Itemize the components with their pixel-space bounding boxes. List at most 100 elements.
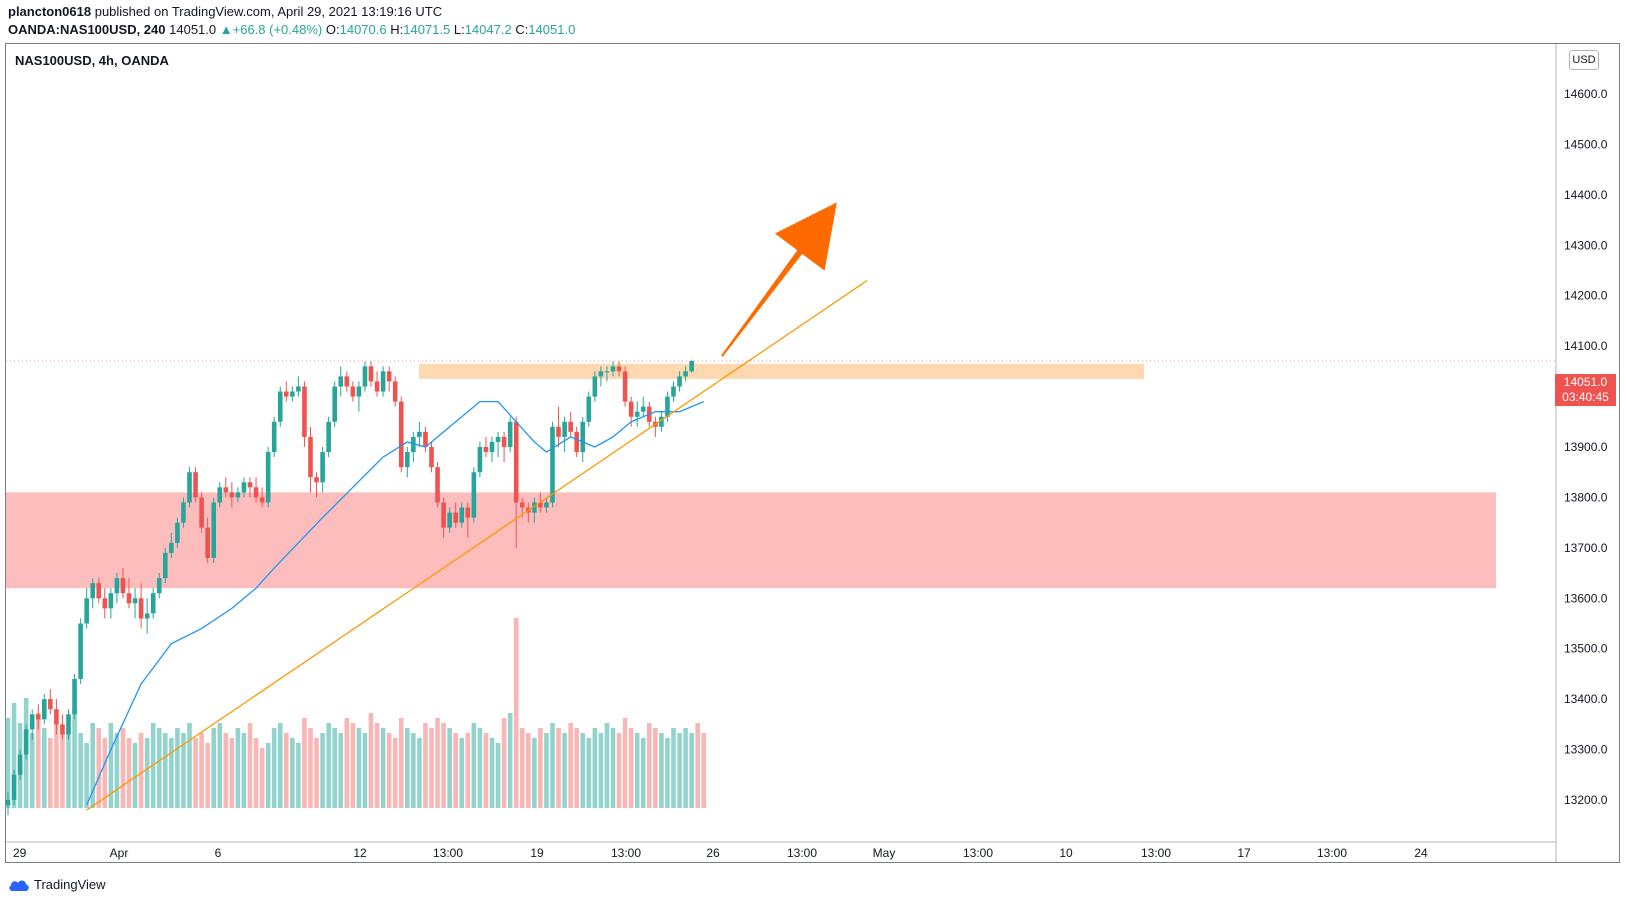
candle-body <box>5 800 11 806</box>
volume-bar <box>459 738 465 808</box>
volume-bar <box>538 728 543 808</box>
candle-body <box>368 366 374 382</box>
candle-body <box>48 699 53 710</box>
candle-body <box>42 699 47 720</box>
candle-body <box>435 467 440 503</box>
volume-bar <box>501 718 507 808</box>
candle-body <box>350 386 356 397</box>
volume-bar <box>610 728 616 808</box>
volume-bar <box>550 723 555 808</box>
candle-body <box>544 502 549 508</box>
candle-body <box>556 426 561 437</box>
candle-body <box>108 593 114 609</box>
candle-body <box>169 542 174 553</box>
volume-bar <box>302 718 307 808</box>
volume-bar <box>169 738 174 808</box>
volume-bar <box>362 733 368 808</box>
volume-bar <box>217 723 223 808</box>
footer-brand[interactable]: TradingView <box>8 877 106 892</box>
x-tick-label: 17 <box>1237 846 1251 860</box>
volume-bar <box>60 733 65 808</box>
candle-body <box>290 391 295 397</box>
volume-bar <box>308 728 313 808</box>
candle-body <box>271 421 277 453</box>
y-tick-label: 13900.0 <box>1564 440 1608 454</box>
candle-body <box>592 376 598 397</box>
price-change: +66.8 (+0.48%) <box>232 22 323 37</box>
trend-line <box>86 280 868 811</box>
y-tick-label: 13200.0 <box>1564 793 1608 807</box>
chart-frame[interactable] <box>5 43 1620 863</box>
volume-bar <box>78 733 83 808</box>
y-tick-label: 13700.0 <box>1564 541 1608 555</box>
x-tick-label: 29 <box>13 846 27 860</box>
volume-bar <box>247 723 253 808</box>
last-price-tag-value: 14051.0 <box>1563 375 1608 389</box>
symbol-label: OANDA:NAS100USD, 240 <box>8 22 166 37</box>
candle-body <box>217 487 223 503</box>
volume-bar <box>35 713 41 808</box>
volume-bar <box>332 728 337 808</box>
volume-bar <box>132 743 138 808</box>
volume-bar <box>380 728 386 808</box>
x-tick-label: 13:00 <box>433 846 463 860</box>
candle-body <box>417 431 422 437</box>
candle-body <box>247 482 253 488</box>
volume-bar <box>356 728 362 808</box>
x-tick-label: 13:00 <box>1317 846 1347 860</box>
candle-body <box>683 371 688 377</box>
candle-body <box>411 436 416 453</box>
candle-body <box>562 421 567 437</box>
candle-body <box>616 366 622 372</box>
volume-bar <box>374 723 380 808</box>
volume-bar <box>368 713 374 808</box>
candle-body <box>29 714 35 730</box>
candle-body <box>477 447 483 473</box>
candle-body <box>114 578 120 594</box>
candle-body <box>671 386 676 397</box>
candle-body <box>163 552 168 579</box>
publish-info: plancton0618 published on TradingView.co… <box>8 4 442 19</box>
y-tick-label: 13800.0 <box>1564 490 1608 504</box>
volume-bar <box>507 713 513 808</box>
x-tick-label: 13:00 <box>787 846 817 860</box>
volume-bar <box>586 738 592 808</box>
volume-bar <box>265 743 271 808</box>
volume-bar <box>253 738 259 808</box>
volume-bar <box>344 718 350 808</box>
volume-bar <box>108 723 114 808</box>
candle-body <box>622 371 628 402</box>
candle-body <box>550 426 555 503</box>
volume-bar <box>284 733 289 808</box>
candle-body <box>54 709 59 725</box>
candle-body <box>610 366 616 372</box>
volume-bar <box>138 733 144 808</box>
author-name[interactable]: plancton0618 <box>8 4 92 19</box>
candle-body <box>362 366 368 387</box>
volume-bar <box>653 728 658 808</box>
candle-body <box>156 578 162 594</box>
candle-body <box>580 421 586 453</box>
volume-bar <box>447 728 452 808</box>
candle-body <box>296 386 301 392</box>
volume-bar <box>513 618 519 808</box>
candle-body <box>314 477 319 483</box>
close-value: 14051.0 <box>528 22 576 37</box>
volume-bar <box>465 733 471 808</box>
volume-bar <box>435 718 440 808</box>
x-tick-label: 6 <box>215 846 222 860</box>
candle-body <box>441 502 446 528</box>
currency-badge[interactable]: USD <box>1569 50 1599 70</box>
volume-bar <box>48 738 53 808</box>
volume-bar <box>519 728 525 808</box>
resistance-zone <box>419 363 1144 379</box>
candle-body <box>35 714 41 720</box>
volume-bar <box>580 733 586 808</box>
volume-bar <box>271 728 277 808</box>
candle-body <box>634 411 640 417</box>
candle-body <box>507 421 513 447</box>
y-tick-label: 14500.0 <box>1564 137 1608 151</box>
candle-body <box>90 583 95 599</box>
volume-bar <box>350 723 356 808</box>
